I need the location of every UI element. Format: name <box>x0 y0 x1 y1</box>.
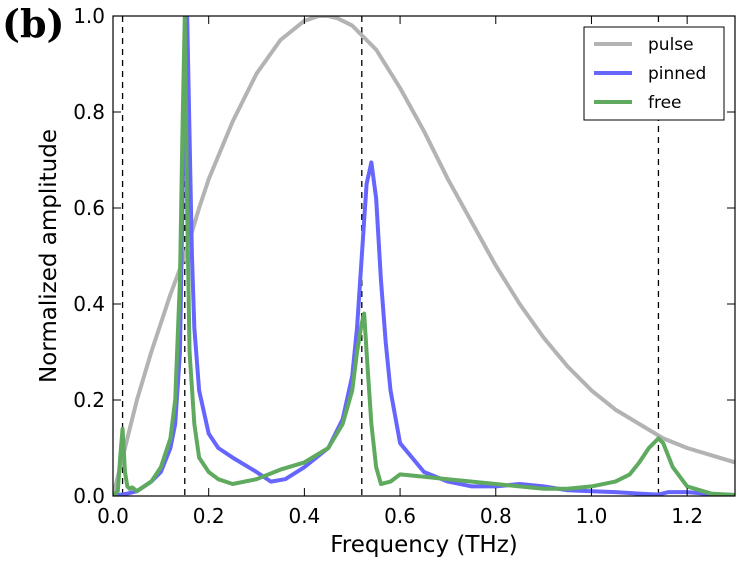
x-tick-label-6: 1.2 <box>671 504 703 528</box>
x-tick-label-0: 0.0 <box>97 504 129 528</box>
legend-label-pulse: pulse <box>648 35 694 55</box>
legend-label-free: free <box>648 93 682 113</box>
y-tick-label-2: 0.4 <box>73 292 105 316</box>
y-tick-label-3: 0.6 <box>73 196 105 220</box>
x-tick-label-2: 0.4 <box>288 504 320 528</box>
y-axis-label: Normalized amplitude <box>36 129 62 383</box>
y-tick-label-4: 0.8 <box>73 100 105 124</box>
x-tick-label-1: 0.2 <box>193 504 225 528</box>
series-line-pulse <box>113 16 735 496</box>
x-tick-label-3: 0.6 <box>384 504 416 528</box>
legend-label-pinned: pinned <box>648 64 706 84</box>
plot-frame <box>112 15 736 497</box>
panel-label: (b) <box>2 1 65 46</box>
axis-ticks: 0.0 0.2 0.4 0.6 0.8 1.0 1.2 0.0 0.2 0.4 0.6 0.8 1.0 <box>73 4 735 528</box>
x-axis-label: Frequency (THz) <box>330 532 518 558</box>
series-layer <box>113 16 735 496</box>
reference-lines <box>121 16 660 496</box>
series-line-free <box>113 16 735 496</box>
x-tick-label-5: 1.0 <box>576 504 608 528</box>
x-tick-label-4: 0.8 <box>480 504 512 528</box>
y-tick-label-0: 0.0 <box>73 484 105 508</box>
legend: pulse pinned free <box>583 26 725 121</box>
y-tick-label-5: 1.0 <box>73 4 105 28</box>
y-tick-label-1: 0.2 <box>73 388 105 412</box>
